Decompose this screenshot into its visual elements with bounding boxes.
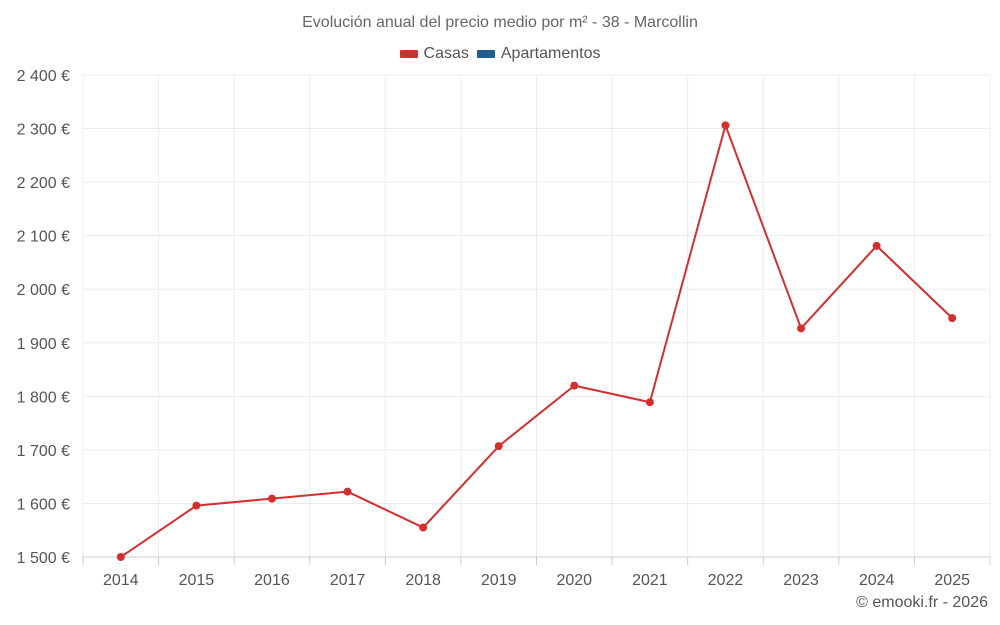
credits: © emooki.fr - 2026 bbox=[856, 594, 988, 611]
x-tick-label: 2025 bbox=[934, 572, 970, 589]
legend-item-apartamentos[interactable]: Apartamentos bbox=[476, 45, 601, 63]
y-tick-label: 1 500 € bbox=[17, 550, 70, 567]
y-tick-label: 2 100 € bbox=[17, 229, 70, 246]
y-tick-label: 2 200 € bbox=[17, 175, 70, 192]
data-point bbox=[645, 398, 654, 407]
y-tick-label: 2 400 € bbox=[17, 68, 70, 85]
data-point bbox=[570, 381, 579, 390]
legend: Casas Apartamentos bbox=[0, 45, 1000, 63]
data-point bbox=[494, 442, 503, 451]
x-tick-label: 2021 bbox=[632, 572, 668, 589]
data-point bbox=[343, 487, 352, 496]
y-tick-label: 1 900 € bbox=[17, 336, 70, 353]
y-tick-label: 1 700 € bbox=[17, 443, 70, 460]
x-tick-label: 2023 bbox=[783, 572, 819, 589]
x-tick-label: 2019 bbox=[481, 572, 517, 589]
y-tick-label: 1 800 € bbox=[17, 389, 70, 406]
data-point bbox=[721, 121, 730, 130]
y-tick-label: 2 000 € bbox=[17, 282, 70, 299]
x-tick-label: 2017 bbox=[330, 572, 366, 589]
x-tick-label: 2016 bbox=[254, 572, 290, 589]
data-point bbox=[872, 241, 881, 250]
data-point bbox=[267, 494, 276, 503]
legend-label-apartamentos: Apartamentos bbox=[500, 45, 601, 62]
x-tick-label: 2024 bbox=[859, 572, 895, 589]
legend-swatch-casas bbox=[399, 50, 418, 58]
data-point bbox=[419, 523, 428, 532]
x-tick-label: 2020 bbox=[556, 572, 592, 589]
series-line-casas bbox=[120, 124, 953, 558]
x-tick-label: 2022 bbox=[708, 572, 744, 589]
x-tick-label: 2018 bbox=[405, 572, 441, 589]
legend-swatch-apartamentos bbox=[476, 50, 495, 58]
x-tick-label: 2015 bbox=[179, 572, 215, 589]
data-point bbox=[948, 314, 957, 323]
data-point bbox=[797, 324, 806, 333]
x-tick-label: 2014 bbox=[103, 572, 139, 589]
chart-title: Evolución anual del precio medio por m² … bbox=[302, 14, 698, 31]
y-tick-label: 2 300 € bbox=[17, 122, 70, 139]
y-tick-label: 1 600 € bbox=[17, 496, 70, 513]
legend-item-casas[interactable]: Casas bbox=[399, 45, 469, 63]
legend-label-casas: Casas bbox=[423, 45, 469, 62]
data-point bbox=[192, 501, 201, 510]
data-point bbox=[116, 553, 125, 561]
